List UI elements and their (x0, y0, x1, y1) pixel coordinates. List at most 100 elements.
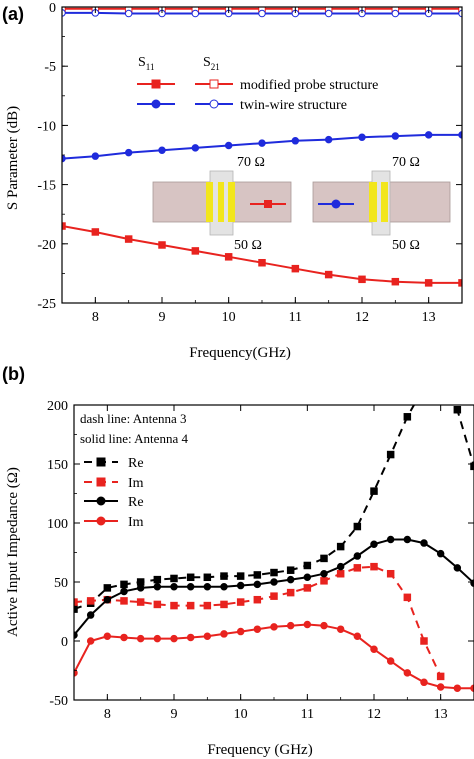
a-data-point (62, 154, 66, 163)
inset-strip-left-2 (218, 182, 224, 222)
a-data-point (158, 146, 166, 155)
inset-strip-right-1 (369, 182, 377, 222)
b-data-point (120, 587, 128, 596)
b-data-point (286, 566, 295, 574)
a-data-point (324, 270, 333, 279)
a-data-point (91, 228, 100, 236)
b-data-point (420, 637, 428, 645)
inset-legend-marker-blue (331, 199, 341, 209)
b-data-point (170, 634, 178, 643)
b-data-point (370, 645, 378, 654)
panel-label-b: (b) (2, 364, 25, 384)
b-data-point (236, 572, 245, 580)
a-data-point (424, 279, 433, 287)
a-x-tick-label: 8 (92, 310, 99, 325)
a-data-point (458, 131, 462, 139)
b-y-tick-label: 150 (47, 458, 68, 473)
structure-inset: 70 Ω 70 Ω 50 Ω 50 Ω (152, 155, 451, 253)
a-data-point (224, 253, 233, 261)
b-data-point (353, 552, 362, 560)
b-data-point (436, 672, 445, 681)
b-data-point (236, 627, 245, 636)
b-data-point (153, 600, 162, 609)
b-data-point (470, 462, 474, 471)
a-data-point (191, 144, 200, 152)
b-data-point (170, 574, 178, 583)
inset-label-70-left: 70 Ω (237, 155, 265, 170)
b-x-tick-label: 11 (301, 707, 314, 722)
a-data-point (224, 141, 233, 150)
a-data-point (124, 9, 133, 18)
legend-label: Re (128, 495, 144, 510)
a-data-point (391, 132, 400, 140)
b-x-tick-label: 13 (434, 707, 448, 722)
legend-header-s11: S11 (138, 55, 154, 72)
legend-marker-s21 (209, 79, 219, 89)
a-x-tick-label: 12 (355, 310, 369, 325)
a-y-tick-label: -25 (37, 297, 56, 312)
a-data-point (191, 247, 200, 255)
b-data-point (437, 384, 444, 391)
a-data-point (458, 7, 462, 13)
panel-a-s-parameter-chart: (a) 8 9 10 11 12 13 0 -5 -10 -15 -20 -25 Frequency(… (2, 1, 463, 361)
b-data-point (421, 384, 428, 391)
legend-label: Im (128, 515, 144, 530)
b-data-point (120, 580, 128, 589)
b-data-point (386, 450, 395, 459)
b-data-point (453, 405, 462, 414)
b-data-point (353, 564, 362, 572)
annotation-solid-line: solid line: Antenna 4 (80, 431, 188, 446)
b-data-point (303, 573, 312, 582)
b-data-point (74, 631, 78, 639)
a-data-point (358, 275, 366, 284)
b-data-point (136, 634, 145, 643)
b-data-point (286, 588, 295, 597)
panel-label-a: (a) (2, 4, 24, 24)
b-series-line-re (74, 538, 474, 636)
b-data-point (170, 582, 178, 591)
a-x-tick-label: 10 (222, 310, 236, 325)
x-axis-label-a: Frequency(GHz) (189, 345, 291, 361)
legend-label: Re (128, 456, 144, 471)
legend-marker-s21 (209, 99, 219, 109)
b-data-point (153, 582, 162, 591)
b-data-point (353, 632, 362, 641)
b-data-point (336, 562, 345, 571)
b-data-point (203, 582, 212, 591)
b-data-point (86, 637, 95, 645)
b-data-point (253, 595, 262, 604)
b-data-point (220, 582, 228, 591)
b-y-tick-label: 50 (54, 576, 68, 591)
b-data-point (136, 584, 145, 592)
a-data-point (124, 148, 133, 157)
b-data-point (436, 549, 445, 558)
b-data-point (220, 572, 228, 580)
a-data-point (291, 137, 300, 145)
b-y-tick-label: 100 (47, 517, 68, 532)
b-data-point (74, 669, 78, 677)
b-data-point (403, 535, 412, 544)
b-data-point (336, 542, 345, 551)
b-data-point (320, 554, 328, 563)
b-data-point (453, 564, 462, 572)
legend-marker-s11 (151, 79, 161, 89)
b-data-point (203, 632, 212, 641)
a-data-point (458, 9, 462, 18)
b-data-point (220, 630, 228, 638)
b-data-point (186, 582, 195, 591)
b-data-point (403, 669, 412, 677)
legend-marker (96, 477, 106, 487)
b-data-point (86, 611, 95, 619)
b-series-line-im (74, 623, 474, 690)
a-data-point (258, 139, 266, 147)
inset-label-50-left: 50 Ω (234, 238, 262, 253)
a-data-point (191, 9, 200, 18)
b-data-point (286, 575, 295, 584)
b-data-point (353, 522, 362, 531)
a-data-point (91, 152, 100, 160)
b-data-point (120, 633, 128, 642)
b-data-point (303, 561, 312, 570)
b-x-tick-label: 12 (367, 707, 381, 722)
b-data-point (103, 595, 112, 604)
